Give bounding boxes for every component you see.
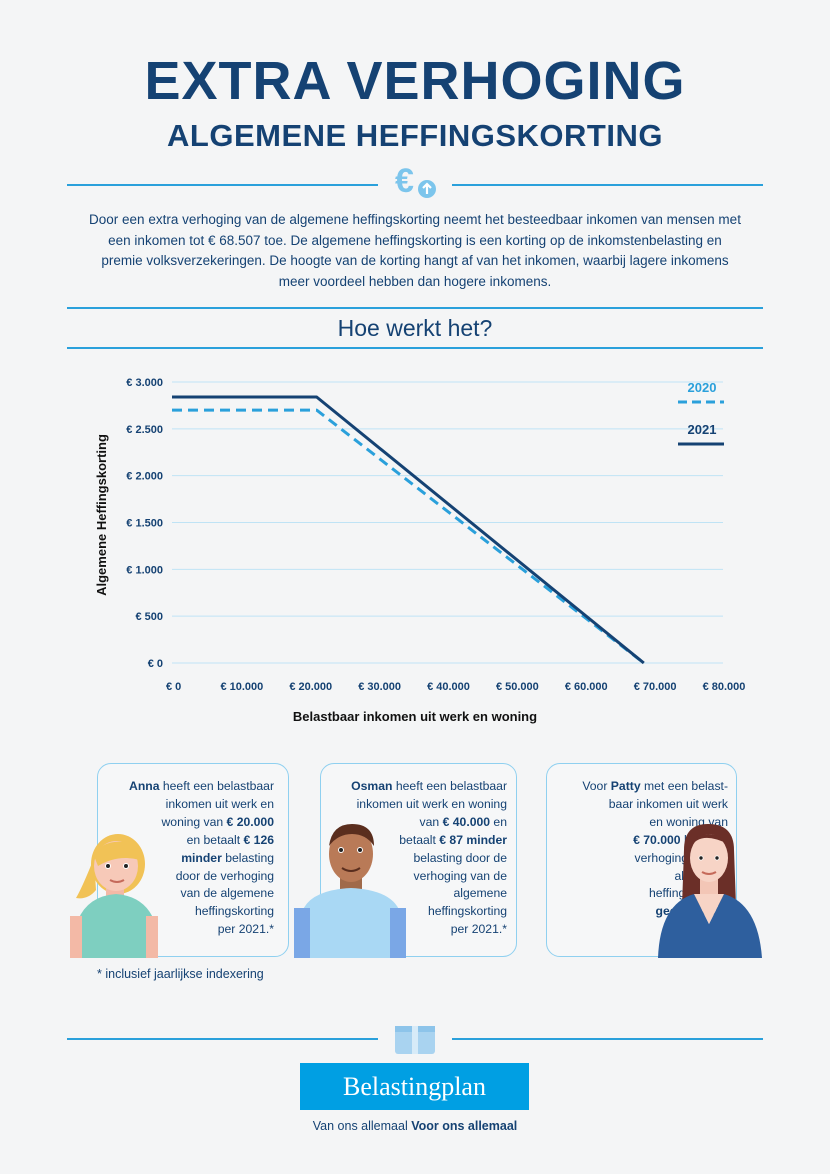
- brand-banner: Belastingplan: [300, 1063, 529, 1110]
- card-text-bold: € 40.000: [442, 814, 491, 829]
- card-text: heeft een belastbaar: [392, 779, 507, 793]
- y-tick-label: € 2.000: [126, 471, 163, 483]
- series-line-2020: [172, 408, 645, 665]
- y-tick-label: € 500: [135, 611, 163, 623]
- card-text: per 2021.*: [450, 922, 507, 937]
- card-text-bold: € 87 minder: [439, 832, 507, 847]
- card-line: minder belasting: [114, 850, 274, 868]
- x-tick-label: € 30.000: [358, 681, 401, 693]
- y-tick-label: € 1.500: [126, 518, 163, 530]
- card-line: belasting door de: [337, 850, 507, 868]
- card-text-bold: € 126: [243, 832, 275, 847]
- y-tick-label: € 1.000: [126, 564, 163, 576]
- card-line: van € 40.000 en: [337, 814, 507, 832]
- card-text-bold: € 20.000: [226, 814, 274, 829]
- card-text: met een belast-: [640, 779, 728, 793]
- x-tick-label: € 10.000: [220, 681, 263, 693]
- euro-up-icon: €: [395, 162, 436, 200]
- card-text: van de algemene: [180, 886, 274, 901]
- tagline-regular: Van ons allemaal: [312, 1119, 412, 1133]
- divider-top-section: [67, 307, 763, 309]
- intro-paragraph: Door een extra verhoging van de algemene…: [89, 212, 741, 289]
- x-tick-label: € 50.000: [496, 681, 539, 693]
- card-text-bold: € 70.000: [633, 832, 681, 847]
- divider-bottom-section: [67, 347, 763, 349]
- card-text: heffingskorting: [194, 904, 274, 919]
- divider-left: [67, 184, 378, 186]
- footer-divider-right: [452, 1038, 763, 1040]
- anna-illustration: [70, 834, 158, 958]
- footnote: * inclusief jaarlijkse indexering: [97, 967, 264, 981]
- card-text: belasting door de: [413, 850, 507, 865]
- card-line: betaalt € 87 minder: [337, 832, 507, 850]
- y-tick-label: € 0: [148, 658, 163, 670]
- card-text-bold: minder: [181, 850, 222, 865]
- card-line: per 2021.*: [114, 921, 274, 939]
- card-text-bold: Anna: [129, 779, 160, 793]
- card-osman-text: Osman heeft een belastbaar inkomen uit we…: [337, 778, 507, 939]
- card-text: en betaalt: [186, 832, 244, 847]
- card-text: betaalt: [399, 832, 440, 847]
- card-line: en betaalt € 126: [114, 832, 274, 850]
- card-anna-text: Anna heeft een belastbaar inkomen uit wer…: [114, 778, 274, 939]
- x-axis-label: Belastbaar inkomen uit werk en woning: [293, 709, 537, 724]
- card-text: woning van: [161, 814, 227, 829]
- card-text: van: [419, 814, 443, 829]
- x-tick-label: € 70.000: [634, 681, 677, 693]
- card-line: van de algemene: [114, 885, 274, 903]
- card-line: per 2021.*: [337, 921, 507, 939]
- tagline-bold: Voor ons allemaal: [411, 1119, 518, 1133]
- svg-text:€: €: [395, 162, 414, 200]
- card-text: inkomen uit werk en woning: [356, 796, 507, 811]
- card-text: algemene: [453, 886, 507, 901]
- card-text: baar inkomen uit werk: [608, 796, 728, 811]
- box-icon: [395, 1026, 435, 1054]
- divider-right: [452, 184, 763, 186]
- section-title: Hoe werkt het?: [337, 315, 493, 341]
- card-line: verhoging van de: [337, 868, 507, 886]
- card-line: algemene: [337, 885, 507, 903]
- card-line: Anna heeft een belastbaar: [114, 778, 274, 796]
- card-text: verhoging van de: [413, 868, 507, 883]
- card-line: inkomen uit werk en: [114, 796, 274, 814]
- legend-label-2021: 2021: [688, 422, 717, 437]
- card-text: heffingskorting: [427, 904, 507, 919]
- card-line: heffingskorting: [114, 903, 274, 921]
- x-tick-label: € 40.000: [427, 681, 470, 693]
- card-text-bold: Patty: [610, 779, 641, 793]
- series-line-2021: [172, 395, 645, 665]
- x-tick-label: € 60.000: [565, 681, 608, 693]
- x-tick-label: € 0: [166, 681, 181, 693]
- card-line: heffingskorting: [337, 903, 507, 921]
- card-line: baar inkomen uit werk: [563, 796, 728, 814]
- card-line: Osman heeft een belastbaar: [337, 778, 507, 796]
- osman-illustration: [294, 824, 406, 958]
- line-chart: € 0 € 500 € 1.000 € 1.500 € 2.000 € 2.500 € 3.…: [94, 377, 746, 724]
- tagline: Van ons allemaal Voor ons allemaal: [0, 1119, 830, 1133]
- y-tick-label: € 3.000: [126, 377, 163, 389]
- card-text: door de verhoging: [175, 868, 274, 883]
- card-text: per 2021.*: [217, 922, 274, 937]
- card-text: heeft een belastbaar: [159, 779, 274, 793]
- card-line: door de verhoging: [114, 868, 274, 886]
- patty-illustration: [658, 824, 762, 958]
- card-line: Voor Patty met een belast-: [563, 778, 728, 796]
- legend-label-2020: 2020: [688, 380, 717, 395]
- card-line: inkomen uit werk en woning: [337, 796, 507, 814]
- card-line: woning van € 20.000: [114, 814, 275, 832]
- card-text: Voor: [582, 779, 611, 793]
- card-text-bold: Osman: [351, 779, 393, 793]
- x-tick-label: € 80.000: [703, 681, 746, 693]
- x-tick-label: € 20.000: [289, 681, 332, 693]
- y-tick-label: € 2.500: [126, 424, 163, 436]
- footer-divider-left: [67, 1038, 378, 1040]
- card-text: belasting: [221, 850, 274, 865]
- page-title: EXTRA VERHOGING: [144, 51, 686, 111]
- card-text: en: [490, 814, 507, 829]
- card-text: inkomen uit werk en: [165, 796, 274, 811]
- page-subtitle: ALGEMENE HEFFINGSKORTING: [167, 118, 663, 153]
- y-axis-label: Algemene Heffingskorting: [94, 434, 109, 596]
